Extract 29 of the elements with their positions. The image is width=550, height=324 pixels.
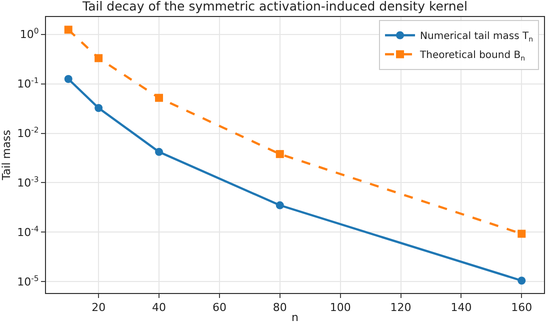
y-tick-label: 10$^{-2}$	[17, 125, 39, 140]
point	[276, 201, 284, 210]
legend-label: Numerical tail mass T$_{n}$	[420, 31, 534, 44]
point	[64, 75, 72, 83]
legend-label: Theoretical bound B$_{n}$	[419, 50, 526, 62]
point	[518, 230, 526, 238]
point	[94, 54, 103, 62]
x-tick-label: 140	[450, 301, 472, 314]
x-tick-label: 120	[390, 301, 412, 314]
x-axis-title: n	[292, 311, 299, 324]
x-tick-label: 40	[152, 301, 166, 314]
y-axis-title: Tail mass	[0, 130, 13, 182]
point	[276, 150, 284, 158]
y-tick-label: 10$^{-5}$	[17, 274, 39, 289]
x-tick-label: 100	[330, 301, 351, 314]
x-tick-label: 160	[511, 301, 532, 314]
y-tick-label: 10$^{-3}$	[17, 174, 39, 190]
point	[155, 148, 164, 156]
point	[64, 26, 72, 34]
chart-title: Tail decay of the symmetric activation-induced density kernel	[82, 0, 468, 14]
point	[155, 94, 164, 102]
point	[518, 276, 526, 285]
y-tick-label: 10$^{-1}$	[17, 76, 39, 91]
y-tick-label: 10$^{0}$	[20, 26, 39, 42]
x-tick-label: 80	[272, 301, 287, 314]
x-tick-label: 20	[92, 301, 106, 314]
y-tick-label: 10$^{-4}$	[17, 224, 39, 240]
point	[94, 104, 103, 112]
x-tick-label: 60	[212, 301, 226, 314]
